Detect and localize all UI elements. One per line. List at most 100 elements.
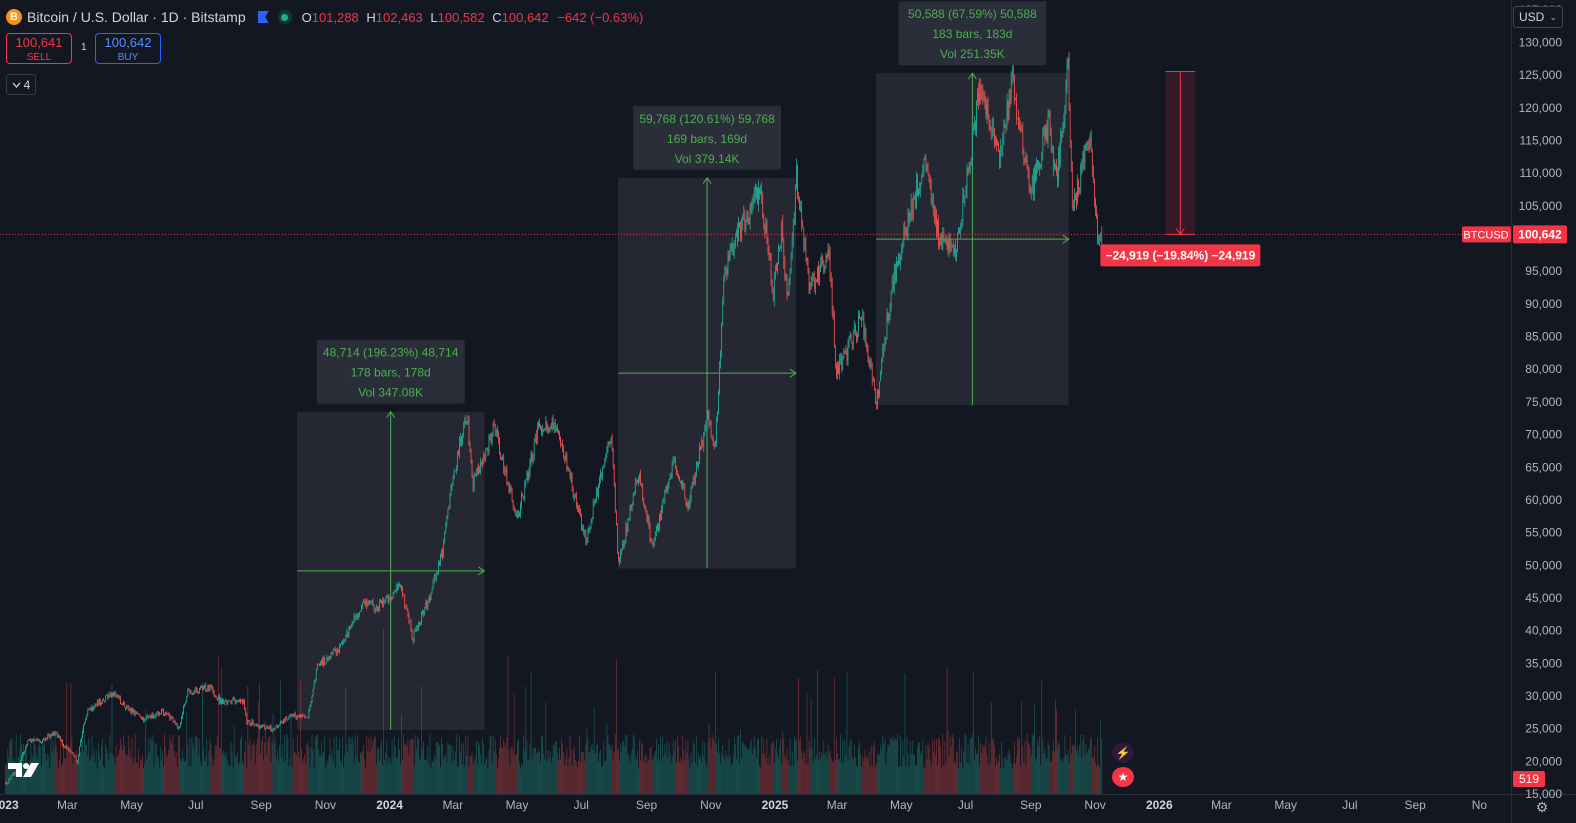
currency-select[interactable]: USD ⌄ [1513,6,1563,28]
volume-bar [850,740,852,794]
volume-bar [464,765,466,794]
candle-body [411,630,413,638]
candle-body [536,434,537,444]
candle-body [351,623,353,627]
candle-body [265,728,267,729]
candle-body [608,441,610,443]
volume-bar [447,742,449,794]
candle-body [915,196,916,207]
volume-bar [667,757,669,794]
flag-icon[interactable] [257,11,269,23]
candle-body [169,714,171,720]
volume-bar [891,739,893,794]
volume-bar [326,764,328,794]
candle-body [684,485,686,498]
volume-bar [374,735,376,794]
candle-body [503,458,505,470]
symbol-title[interactable]: Bitcoin / U.S. Dollar · 1D · Bitstamp [27,9,246,25]
volume-bar [549,750,551,794]
candle-body [927,168,929,175]
candle-body [348,627,350,636]
candle-body [313,682,315,690]
volume-bar [939,739,940,794]
tradingview-logo-icon[interactable] [8,761,42,779]
volume-bar [545,702,547,794]
volume-bar [514,755,516,794]
candle-body [934,212,935,221]
volume-bar [319,755,320,794]
sell-button[interactable]: 100,641 SELL [6,33,72,64]
volume-bar [281,757,282,794]
volume-bar [665,754,667,794]
candle-body [983,95,985,101]
candle-body [180,723,181,728]
candle-body [410,621,412,631]
candle-body [844,351,846,353]
volume-bar [244,752,246,794]
candle-body [183,706,184,714]
volume-bar [233,726,235,794]
candle-body [347,631,349,636]
volume-bar [1071,745,1073,794]
volume-bar [982,744,984,794]
candle-body [624,541,626,546]
candle-body [971,133,973,163]
volume-bar [45,754,47,794]
volume-bar [917,747,918,794]
candle-body [548,428,550,432]
volume-bar [964,734,966,794]
candle-body [888,315,890,321]
market-status-icon[interactable] [277,10,292,24]
candle-body [733,243,735,253]
volume-bar [375,763,377,794]
candle-body [1057,172,1058,182]
volume-bar [7,748,9,794]
price-axis: 135,000130,000125,000120,000115,000110,0… [1519,3,1563,801]
candle-body [566,455,568,471]
candle-body [160,713,161,715]
volume-bar [912,754,914,794]
volume-bar [870,745,872,794]
volume-bar [411,739,413,794]
volume-bar [275,758,277,794]
volume-bar [96,768,98,794]
volume-bar [1083,734,1085,794]
candle-body [354,615,356,619]
volume-bar [538,750,539,794]
indicators-toggle[interactable]: 4 [6,74,36,95]
volume-bar [770,744,772,794]
candle-body [165,712,166,715]
candle-body [270,725,272,731]
candle-body [935,212,936,221]
candle-body [573,495,575,498]
candle-body [402,588,403,595]
candle-body [979,86,980,101]
volume-bar [697,766,698,794]
lightning-icon[interactable]: ⚡ [1112,743,1134,763]
candle-body [601,473,602,477]
volume-bar [637,750,638,794]
volume-bar [931,739,933,794]
buy-button[interactable]: 100,642 BUY [95,33,161,64]
candle-body [311,695,313,703]
volume-bar [732,755,734,794]
candle-body [461,437,462,445]
us-flag-icon[interactable]: ★ [1112,767,1134,787]
candle-body [870,360,872,368]
candle-body [1064,105,1066,122]
volume-bar [223,750,224,794]
volume-bar [448,744,450,794]
volume-bar [649,748,651,794]
gear-icon[interactable]: ⚙ [1535,799,1549,815]
candle-body [224,700,225,704]
volume-bar [963,751,965,794]
candle-body [241,700,242,702]
volume-bar [502,748,503,794]
candle-body [627,519,629,532]
candle-body [137,713,139,715]
volume-bar [470,755,472,794]
volume-bar [555,741,557,794]
candle-body [1041,152,1043,165]
candle-body [876,403,877,405]
